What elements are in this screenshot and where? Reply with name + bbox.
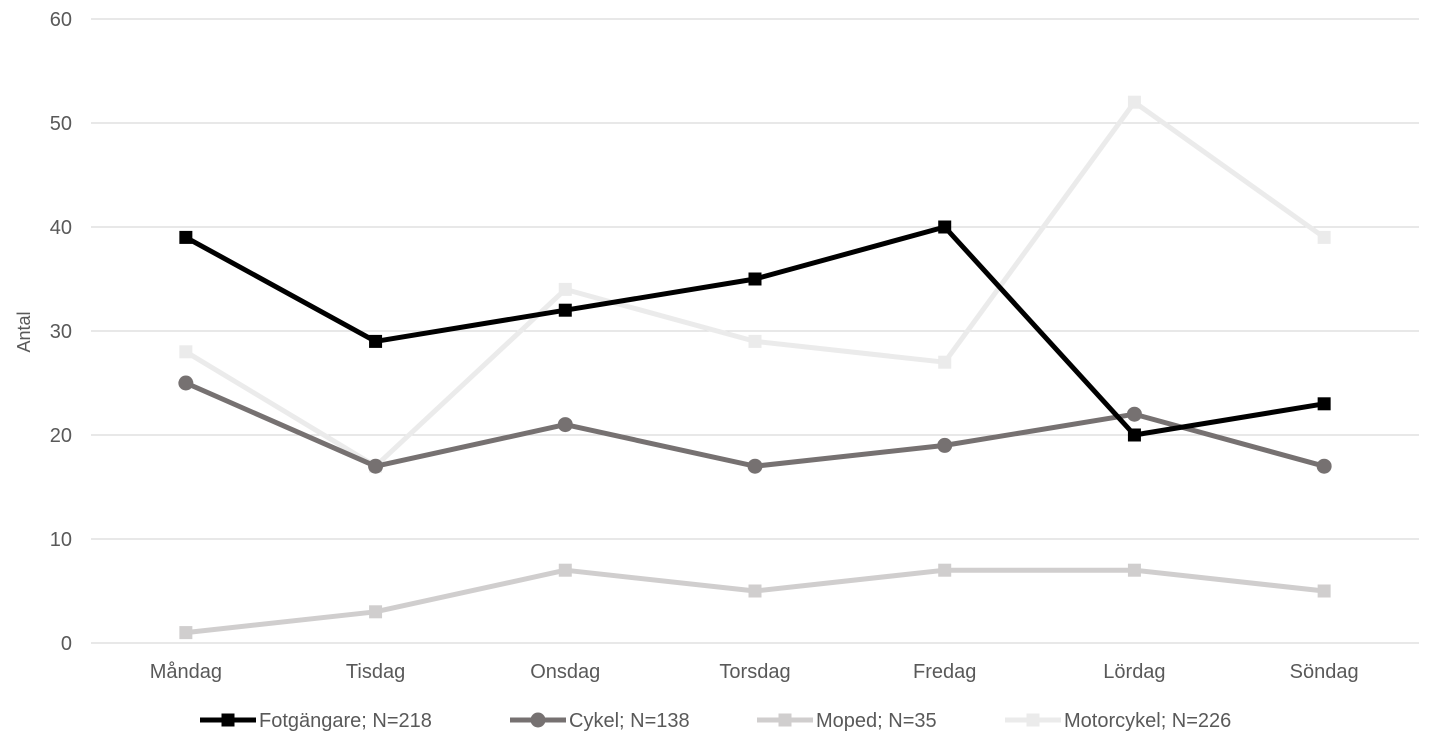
legend-label: Cykel; N=138 [569,710,690,732]
data-point [748,272,762,286]
data-point [179,626,193,640]
data-point [1127,563,1141,577]
data-point [557,417,573,433]
series-line [185,567,1325,636]
data-point [1127,428,1141,442]
y-tick-label: 0 [61,633,72,655]
legend-item: Motorcykel; N=226 [1005,710,1231,732]
y-tick-label: 10 [50,529,72,551]
data-point [938,563,952,577]
legend-label: Motorcykel; N=226 [1064,710,1231,732]
y-tick-label: 40 [50,217,72,239]
legend-marker [1026,713,1040,727]
x-tick-label: Måndag [150,661,222,683]
y-axis-title: Antal [14,311,34,352]
legend-marker [221,713,235,727]
data-point [558,303,572,317]
x-tick-label: Fredag [913,661,976,683]
data-point [558,282,572,296]
x-tick-label: Lördag [1103,661,1165,683]
grid-lines [91,18,1419,644]
data-point [369,334,383,348]
series-0 [179,220,1331,442]
y-tick-label: 30 [50,321,72,343]
data-point [558,563,572,577]
y-tick-label: 60 [50,9,72,31]
legend: Fotgängare; N=218 Cykel; N=138 Moped; N=35… [200,710,1231,732]
series-2 [179,563,1331,640]
data-point [178,375,194,391]
x-axis-ticks: Måndag Tisdag Onsdag Torsdag Fredag Lördag Sön… [150,661,1359,683]
data-point [1317,230,1331,244]
data-point [747,458,763,474]
data-point [1317,397,1331,411]
legend-item: Cykel; N=138 [510,710,690,732]
data-point [1126,406,1142,422]
series-lines [178,95,1332,640]
data-point [369,605,383,619]
data-point [179,345,193,359]
data-point [938,355,952,369]
legend-marker [778,713,792,727]
legend-label: Moped; N=35 [816,710,937,732]
data-point [1127,95,1141,109]
x-tick-label: Tisdag [346,661,405,683]
legend-marker [530,712,546,728]
x-tick-label: Onsdag [530,661,600,683]
x-tick-label: Torsdag [719,661,790,683]
data-point [1317,584,1331,598]
data-point [938,220,952,234]
y-axis-ticks: 0 10 20 30 40 50 60 [50,9,72,655]
legend-item: Moped; N=35 [757,710,937,732]
data-point [179,230,193,244]
y-tick-label: 50 [50,113,72,135]
legend-label: Fotgängare; N=218 [259,710,432,732]
data-point [748,584,762,598]
y-tick-label: 20 [50,425,72,447]
legend-item: Fotgängare; N=218 [200,710,432,732]
data-point [748,334,762,348]
x-tick-label: Söndag [1290,661,1359,683]
data-point [368,458,384,474]
series-1 [178,375,1332,474]
data-point [1316,458,1332,474]
data-point [937,437,953,453]
